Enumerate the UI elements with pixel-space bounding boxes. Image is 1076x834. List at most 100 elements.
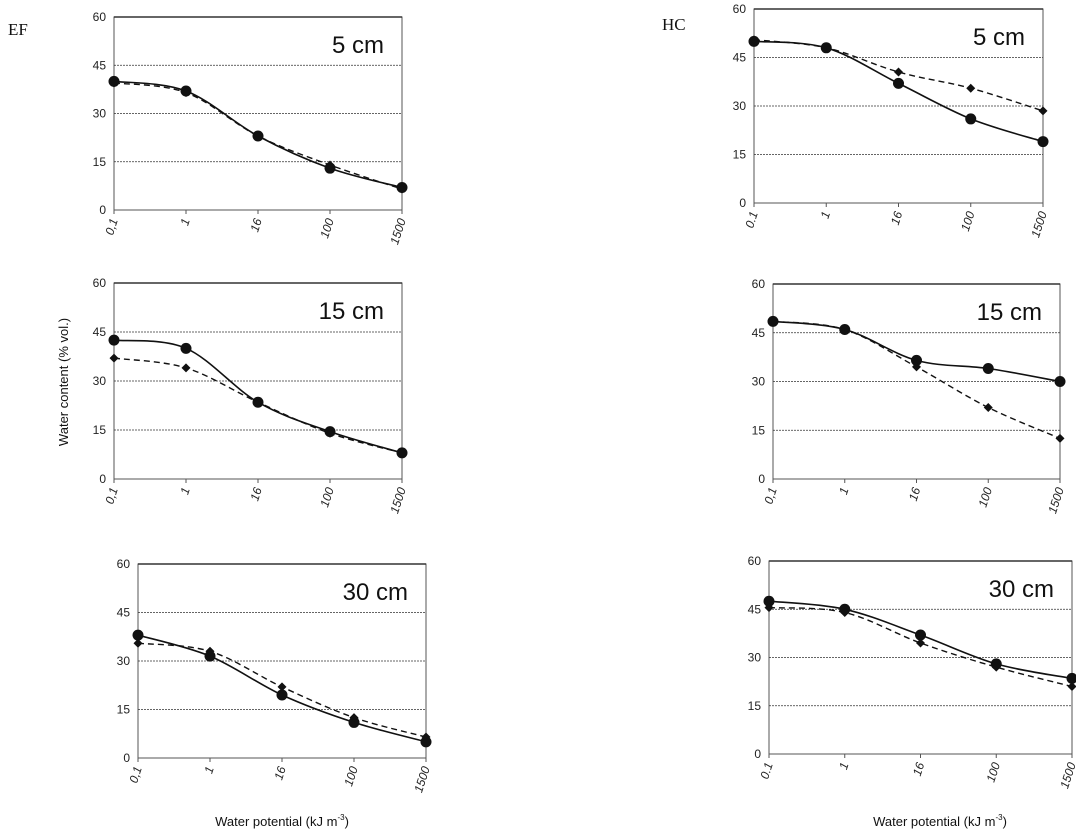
data-point-diamond [894, 67, 903, 77]
data-point-circle [348, 716, 360, 728]
series-line-solid [772, 320, 1061, 383]
data-point-circle [180, 342, 192, 354]
series-line-solid [753, 40, 1044, 143]
data-point-diamond [253, 131, 263, 141]
x-axis-label-exponent: -3 [337, 813, 345, 822]
x-tick-label: 0,1 [761, 486, 779, 506]
chart-panel-hc-5cm: 0 15 30 45 60 0.1 1 16 100 1500 5 cm [733, 2, 1050, 239]
x-tick-label: 16 [271, 764, 289, 781]
data-point-diamond [277, 682, 287, 692]
y-tick-label: 45 [733, 51, 747, 65]
x-tick-label: 100 [317, 216, 337, 240]
data-point-diamond [181, 363, 191, 373]
chart-title: 5 cm [973, 24, 1025, 51]
x-tick-label: 16 [888, 209, 906, 226]
y-tick-label: 60 [752, 277, 766, 291]
series-line-dashed [772, 320, 1061, 440]
y-tick-label: 0 [99, 203, 106, 217]
data-point-circle [204, 650, 216, 662]
y-tick-label: 30 [748, 651, 762, 665]
chart-title: 15 cm [977, 299, 1042, 326]
x-tick-label: 1500 [387, 485, 409, 515]
data-point-diamond [840, 607, 850, 617]
x-tick-label: 16 [906, 485, 924, 502]
chart-panel-hc-30cm: 0 15 30 45 60 0.1 1 16 100 1500 30 cm [748, 554, 1076, 790]
x-axis-label-exponent: -3 [995, 813, 1003, 822]
y-tick-label: 0 [99, 472, 106, 486]
y-tick-label: 45 [748, 602, 762, 616]
y-tick-label: 0 [123, 751, 130, 765]
y-tick-label: 15 [93, 155, 107, 169]
chart-title: 30 cm [343, 579, 408, 606]
data-point-circle [893, 77, 904, 89]
chart-panel-ef-15cm: 0 15 30 45 60 0,1 1 16 100 1500 15 cm [93, 276, 409, 515]
y-tick-label: 45 [752, 326, 766, 340]
x-axis-label-text: Water potential (kJ m [215, 814, 337, 829]
chart-title: 15 cm [319, 298, 384, 325]
data-point-circle [1037, 136, 1049, 148]
data-point-circle [915, 629, 926, 641]
data-point-diamond [397, 184, 407, 194]
y-tick-label: 45 [93, 58, 107, 72]
data-point-diamond [181, 88, 191, 98]
y-tick-label: 30 [733, 99, 747, 113]
y-tick-label: 0 [739, 196, 746, 210]
x-tick-label: 16 [247, 485, 265, 502]
x-tick-label: 100 [317, 485, 337, 509]
y-tick-label: 60 [733, 2, 747, 16]
y-tick-label: 60 [748, 554, 762, 568]
x-tick-label: 1 [818, 210, 833, 221]
y-tick-label: 30 [93, 374, 107, 388]
series-line-dashed [113, 82, 403, 190]
x-tick-label: 0,1 [102, 217, 120, 237]
data-point-diamond [768, 316, 778, 326]
y-tick-label: 60 [117, 557, 131, 571]
data-point-diamond [912, 362, 921, 372]
x-tick-label: 1 [836, 486, 851, 497]
data-point-circle [276, 689, 288, 701]
data-point-circle [965, 113, 977, 125]
x-axis-label-close: ) [1003, 814, 1007, 829]
chart-panel-ef-5cm: 0 15 30 45 60 0,1 1 16 100 1500 5 cm [93, 10, 409, 246]
y-tick-label: 60 [93, 276, 107, 290]
x-tick-label: 0.1 [757, 761, 775, 781]
data-point-diamond [349, 713, 359, 723]
y-tick-label: 15 [117, 703, 131, 717]
data-point-circle [982, 363, 994, 374]
y-tick-label: 15 [748, 699, 762, 713]
data-point-diamond [749, 35, 759, 45]
chart-panel-hc-15cm: 0 15 30 45 60 0,1 1 16 100 1500 15 cm [752, 277, 1067, 515]
data-point-diamond [764, 603, 774, 613]
x-axis-label-close: ) [345, 814, 349, 829]
x-tick-label: 1500 [1045, 485, 1067, 515]
data-point-diamond [397, 448, 407, 458]
data-point-diamond [966, 83, 976, 93]
x-tick-label: 0,1 [102, 486, 120, 506]
data-point-diamond [840, 325, 850, 334]
data-point-diamond [991, 662, 1001, 672]
data-point-diamond [253, 397, 263, 407]
x-axis-label-right: Water potential (kJ m-3) [873, 813, 1007, 829]
y-tick-label: 45 [93, 325, 107, 339]
x-tick-label: 16 [247, 216, 265, 233]
data-point-diamond [325, 160, 335, 170]
data-point-diamond [916, 638, 925, 648]
y-tick-label: 15 [752, 423, 766, 437]
x-tick-label: 1 [836, 761, 851, 772]
series-line-solid [113, 339, 403, 454]
chart-panel-ef-30cm: 0 15 30 45 60 0,1 1 16 100 1500 30 cm [117, 557, 433, 794]
data-point-circle [911, 354, 922, 366]
x-axis-label-left: Water potential (kJ m-3) [215, 813, 349, 829]
x-tick-label: 1 [177, 486, 192, 497]
x-tick-label: 100 [984, 760, 1004, 784]
y-tick-label: 30 [752, 375, 766, 389]
x-tick-label: 100 [958, 209, 978, 233]
y-tick-label: 0 [754, 747, 761, 761]
data-point-diamond [821, 43, 831, 53]
chart-title: 30 cm [989, 576, 1054, 603]
x-tick-label: 0.1 [742, 210, 760, 230]
y-axis-label: Water content (% vol.) [56, 318, 71, 446]
x-tick-label: 1 [177, 217, 192, 228]
x-tick-label: 1500 [411, 764, 433, 794]
